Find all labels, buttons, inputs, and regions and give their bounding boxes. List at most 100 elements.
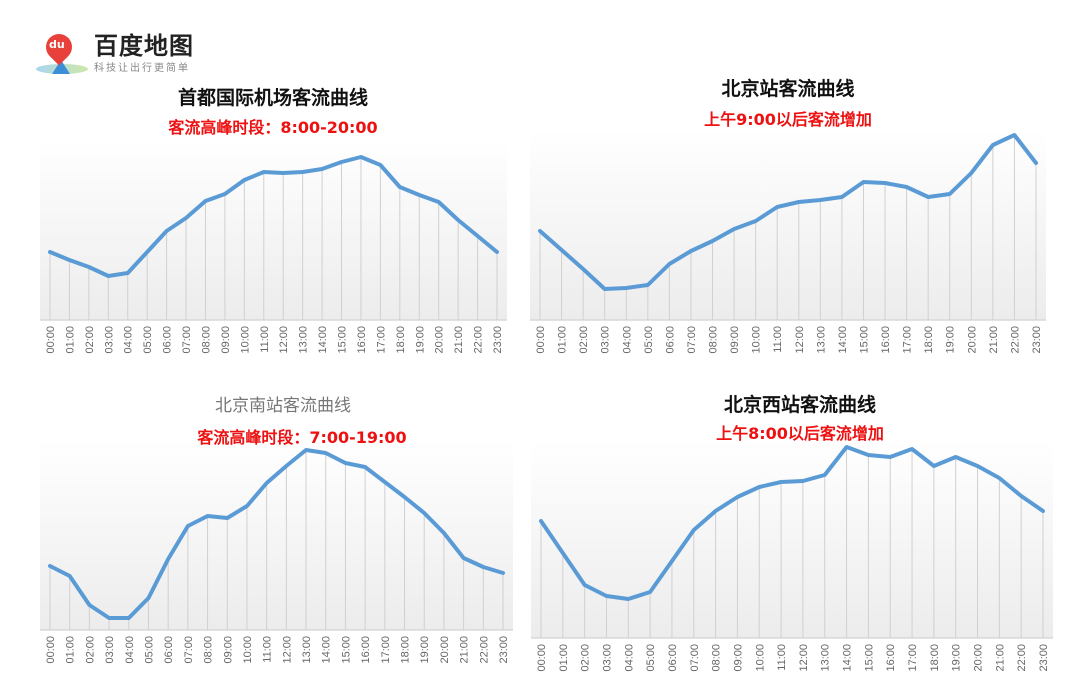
x-tick-label: 19:00 xyxy=(419,636,431,664)
chart-subtitle: 上午8:00以后客流增加 xyxy=(716,424,884,443)
x-tick-label: 05:00 xyxy=(143,636,155,664)
x-tick-label: 15:00 xyxy=(337,326,349,354)
series-line xyxy=(538,133,1038,291)
x-tick-label: 11:00 xyxy=(259,326,271,353)
x-tick-label: 21:00 xyxy=(459,636,471,664)
chart-4: 00:00 01:00 02:00 03:00 04:00 05:00 06:00 07:00… xyxy=(531,393,1053,672)
x-tick-label: 09:00 xyxy=(222,636,234,664)
x-tick-label: 10:00 xyxy=(751,326,763,354)
x-tick-label: 18:00 xyxy=(923,326,935,354)
x-tick-label: 07:00 xyxy=(686,326,698,354)
x-tick-label: 11:00 xyxy=(776,644,788,671)
x-tick-label: 13:00 xyxy=(298,326,310,354)
x-tick-label: 16:00 xyxy=(360,636,372,664)
plot-area xyxy=(40,140,507,320)
x-tick-label: 13:00 xyxy=(301,636,313,664)
x-tick-label: 15:00 xyxy=(863,644,875,672)
x-tick-label: 22:00 xyxy=(1016,644,1028,672)
chart-subtitle: 上午9:00以后客流增加 xyxy=(704,110,872,129)
plot-area xyxy=(530,130,1046,320)
x-tick-label: 08:00 xyxy=(708,326,720,354)
baidu-map-logo: du 百度地图 科技让出行更简单 xyxy=(36,26,216,78)
logo-slogan: 科技让出行更简单 xyxy=(94,63,190,74)
x-tick-label: 01:00 xyxy=(64,326,76,354)
x-tick-label: 10:00 xyxy=(239,326,251,354)
x-tick-label: 19:00 xyxy=(945,326,957,354)
x-tick-label: 06:00 xyxy=(162,326,174,354)
x-tick-label: 05:00 xyxy=(645,644,657,672)
x-tick-label: 03:00 xyxy=(103,326,115,354)
x-tick-label: 15:00 xyxy=(340,636,352,664)
chart-title: 首都国际机场客流曲线 xyxy=(178,86,368,109)
x-tick-label: 08:00 xyxy=(200,326,212,354)
x-tick-label: 11:00 xyxy=(772,326,784,353)
x-tick-label: 20:00 xyxy=(439,636,451,664)
x-tick-label: 05:00 xyxy=(643,326,655,354)
x-tick-label: 17:00 xyxy=(375,326,387,354)
x-tick-label: 01:00 xyxy=(558,644,570,672)
x-tick-label: 04:00 xyxy=(123,326,135,354)
x-tick-label: 00:00 xyxy=(535,326,547,354)
x-tick-label: 12:00 xyxy=(281,636,293,664)
x-tick-label: 09:00 xyxy=(732,644,744,672)
x-tick-label: 23:00 xyxy=(498,636,510,664)
x-tick-label: 20:00 xyxy=(973,644,985,672)
x-tick-label: 20:00 xyxy=(434,326,446,354)
x-tick-label: 01:00 xyxy=(557,326,569,354)
x-tick-label: 22:00 xyxy=(473,326,485,354)
x-tick-label: 18:00 xyxy=(929,644,941,672)
x-tick-label: 21:00 xyxy=(994,644,1006,672)
series-line xyxy=(48,448,505,620)
x-tick-label: 10:00 xyxy=(242,636,254,664)
x-tick-label: 02:00 xyxy=(578,326,590,354)
x-tick-label: 04:00 xyxy=(623,644,635,672)
logo-badge: du xyxy=(49,38,65,51)
x-tick-label: 20:00 xyxy=(966,326,978,354)
chart-title: 北京西站客流曲线 xyxy=(724,393,876,416)
x-tick-label: 17:00 xyxy=(902,326,914,354)
x-tick-label: 12:00 xyxy=(794,326,806,354)
x-tick-label: 15:00 xyxy=(858,326,870,354)
x-tick-label: 18:00 xyxy=(395,326,407,354)
x-tick-label: 05:00 xyxy=(142,326,154,354)
x-tick-label: 23:00 xyxy=(1038,644,1050,672)
x-tick-label: 09:00 xyxy=(220,326,232,354)
x-tick-label: 22:00 xyxy=(478,636,490,664)
x-tick-label: 07:00 xyxy=(181,326,193,354)
x-tick-label: 23:00 xyxy=(492,326,504,354)
chart-title: 北京南站客流曲线 xyxy=(215,396,351,416)
x-tick-label: 17:00 xyxy=(380,636,392,664)
x-tick-label: 08:00 xyxy=(203,636,215,664)
x-tick-label: 02:00 xyxy=(580,644,592,672)
x-tick-label: 13:00 xyxy=(820,644,832,672)
x-tick-label: 09:00 xyxy=(729,326,741,354)
chart-subtitle: 客流高峰时段：8:00-20:00 xyxy=(168,118,377,137)
x-tick-label: 12:00 xyxy=(278,326,290,354)
x-tick-label: 02:00 xyxy=(84,636,96,664)
chart-subtitle: 客流高峰时段：7:00-19:00 xyxy=(197,428,406,447)
x-tick-label: 06:00 xyxy=(163,636,175,664)
chart-3: 00:00 01:00 02:00 03:00 04:00 05:00 06:00 07:00… xyxy=(40,396,513,664)
x-tick-label: 06:00 xyxy=(667,644,679,672)
x-tick-label: 03:00 xyxy=(601,644,613,672)
x-tick-label: 07:00 xyxy=(183,636,195,664)
x-tick-label: 21:00 xyxy=(453,326,465,354)
x-tick-label: 10:00 xyxy=(754,644,766,672)
chart-1: 00:00 01:00 02:00 03:00 04:00 05:00 06:00 07:00… xyxy=(40,86,507,354)
x-tick-label: 18:00 xyxy=(400,636,412,664)
series-line xyxy=(48,155,499,278)
logo-brand: 百度地图 xyxy=(94,32,194,60)
chart-title: 北京站客流曲线 xyxy=(721,77,854,100)
x-tick-label: 23:00 xyxy=(1031,326,1043,354)
x-tick-label: 16:00 xyxy=(880,326,892,354)
x-tick-label: 21:00 xyxy=(988,326,1000,354)
x-tick-label: 04:00 xyxy=(621,326,633,354)
x-tick-label: 04:00 xyxy=(124,636,136,664)
x-tick-label: 12:00 xyxy=(798,644,810,672)
x-tick-label: 22:00 xyxy=(1009,326,1021,354)
chart-2: 00:00 01:00 02:00 03:00 04:00 05:00 06:00 07:00… xyxy=(530,77,1046,354)
plot-area xyxy=(40,440,513,630)
x-tick-label: 00:00 xyxy=(536,644,548,672)
x-tick-label: 14:00 xyxy=(842,644,854,672)
